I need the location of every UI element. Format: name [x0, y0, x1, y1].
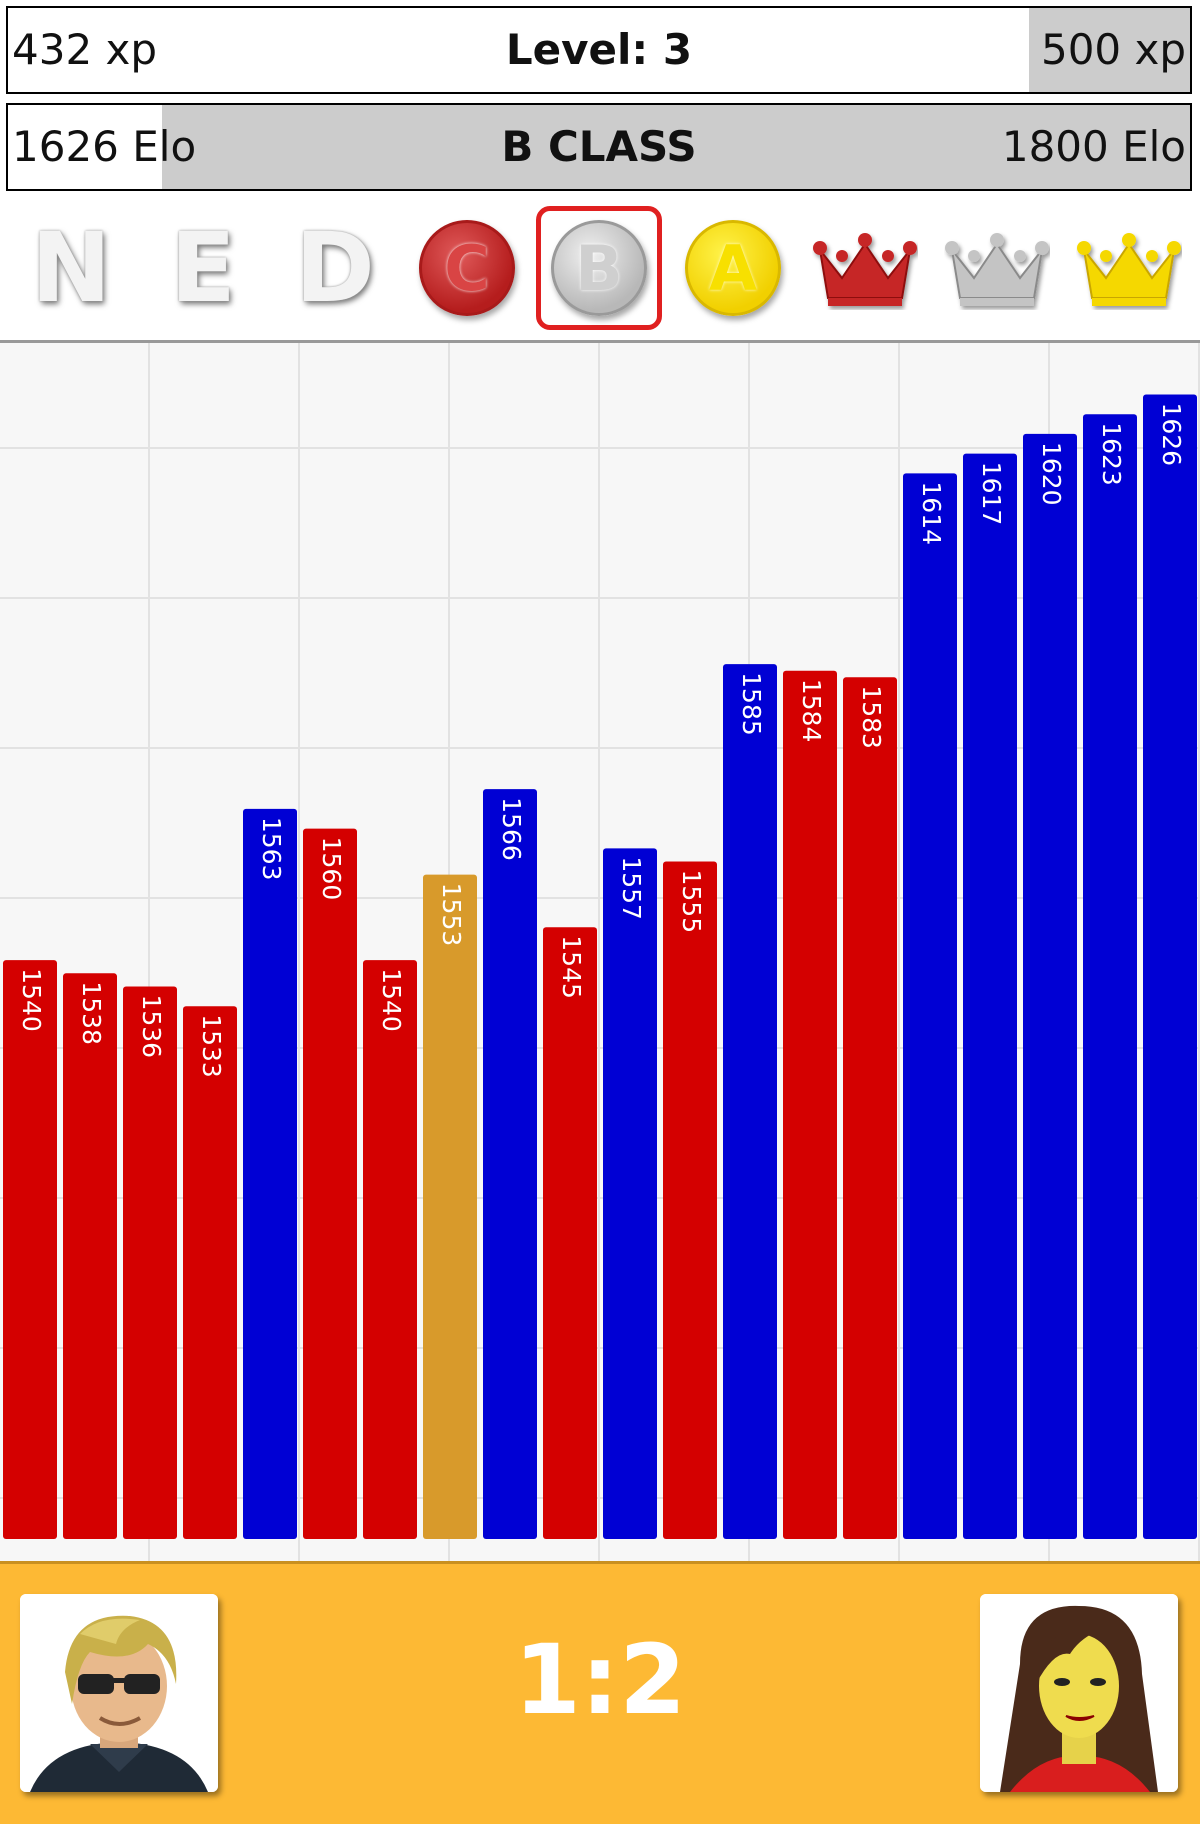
rank-red-crown[interactable]	[802, 206, 928, 330]
xp-current: 432 xp	[12, 25, 158, 74]
gold-crown-icon	[1077, 233, 1181, 306]
rank-n[interactable]: N	[8, 206, 134, 330]
player-avatar-blond-sunglasses-icon	[20, 1594, 218, 1792]
chart-bar	[243, 808, 297, 1539]
chart-bar-label: 1620	[1037, 442, 1066, 506]
chart-bar	[1143, 394, 1197, 1539]
rank-b[interactable]: B	[536, 206, 662, 330]
chart-bar-label: 1560	[317, 837, 346, 901]
chart-bar-label: 1555	[677, 869, 706, 933]
player-avatar[interactable]	[20, 1594, 218, 1792]
rank-c[interactable]: C	[404, 206, 530, 330]
elo-history-chart-svg: 1540 1538 1536 1533 1563 1560 1540 1553 1566 1545…	[0, 343, 1200, 1561]
chart-bar-label: 1623	[1097, 422, 1126, 486]
rank-a-coin-icon: A	[685, 220, 781, 316]
rank-gold-crown[interactable]	[1066, 206, 1192, 330]
chart-bar-label: 1585	[737, 672, 766, 736]
chart-bar	[543, 927, 597, 1539]
chart-bar-label: 1563	[257, 817, 286, 881]
chart-bar	[183, 1006, 237, 1539]
chart-bar	[363, 960, 417, 1539]
xp-progress-bar: 432 xp Level: 3 500 xp	[6, 6, 1192, 94]
chart-bar	[1083, 414, 1137, 1540]
rank-b-coin-icon: B	[551, 220, 647, 316]
chart-bar	[903, 473, 957, 1539]
chart-bar-label: 1533	[197, 1014, 226, 1078]
chart-bar-label: 1538	[77, 981, 106, 1045]
silver-crown-icon	[945, 233, 1049, 306]
chart-bar	[663, 861, 717, 1539]
chart-bar-label: 1545	[557, 935, 586, 999]
chart-bar	[423, 874, 477, 1539]
rank-e-letter: E	[170, 212, 236, 324]
chart-bar	[483, 789, 537, 1539]
chart-bar-label: 1536	[137, 994, 166, 1058]
chart-bar-label: 1540	[377, 968, 406, 1032]
chart-bar	[303, 828, 357, 1539]
chart-bar-label: 1540	[17, 968, 46, 1032]
match-panel: 1:2	[0, 1561, 1200, 1824]
rank-n-letter: N	[30, 212, 112, 324]
chart-bar	[1023, 433, 1077, 1539]
chart-bar	[963, 453, 1017, 1540]
chart-bar-label: 1583	[857, 685, 886, 749]
class-label: B CLASS	[501, 122, 697, 171]
elo-progress-bar: 1626 Elo B CLASS 1800 Elo	[6, 103, 1192, 191]
elo-target: 1800 Elo	[1001, 122, 1186, 171]
chart-bar	[723, 664, 777, 1539]
rank-a[interactable]: A	[670, 206, 796, 330]
xp-progress-fill	[1029, 8, 1190, 92]
chart-bar-label: 1626	[1157, 402, 1186, 466]
opponent-avatar-dark-hair-woman-icon	[980, 1594, 1178, 1792]
chart-bar-label: 1553	[437, 883, 466, 947]
opponent-avatar[interactable]	[980, 1594, 1178, 1792]
rank-selector: N E D C B A	[0, 198, 1200, 336]
red-crown-icon	[813, 233, 917, 306]
rank-e[interactable]: E	[140, 206, 266, 330]
xp-target: 500 xp	[1040, 25, 1186, 74]
chart-bar	[843, 677, 897, 1539]
match-score: 1:2	[514, 1624, 686, 1736]
rank-d-letter: D	[295, 212, 375, 324]
chart-bar	[603, 848, 657, 1539]
rank-d[interactable]: D	[272, 206, 398, 330]
chart-bar	[123, 986, 177, 1539]
chart-bar-label: 1557	[617, 856, 646, 920]
rank-a-letter: A	[709, 231, 757, 305]
elo-history-chart: 1540 1538 1536 1533 1563 1560 1540 1553 1566 1545…	[0, 343, 1200, 1561]
rank-c-letter: C	[444, 231, 490, 305]
rank-silver-crown[interactable]	[934, 206, 1060, 330]
elo-progress-fill	[162, 105, 1190, 189]
chart-bar-label: 1584	[797, 679, 826, 743]
rank-b-letter: B	[575, 231, 623, 305]
chart-bar-label: 1614	[917, 481, 946, 545]
chart-bar-label: 1566	[497, 797, 526, 861]
level-label: Level: 3	[505, 25, 693, 74]
rank-c-coin-icon: C	[419, 220, 515, 316]
divider	[0, 340, 1200, 343]
chart-bar	[3, 960, 57, 1539]
chart-bar	[63, 973, 117, 1539]
chart-bar	[783, 670, 837, 1539]
chart-bar-label: 1617	[977, 462, 1006, 526]
elo-current: 1626 Elo	[12, 122, 197, 171]
